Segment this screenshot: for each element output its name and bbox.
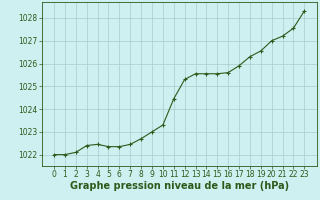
X-axis label: Graphe pression niveau de la mer (hPa): Graphe pression niveau de la mer (hPa) <box>70 181 289 191</box>
